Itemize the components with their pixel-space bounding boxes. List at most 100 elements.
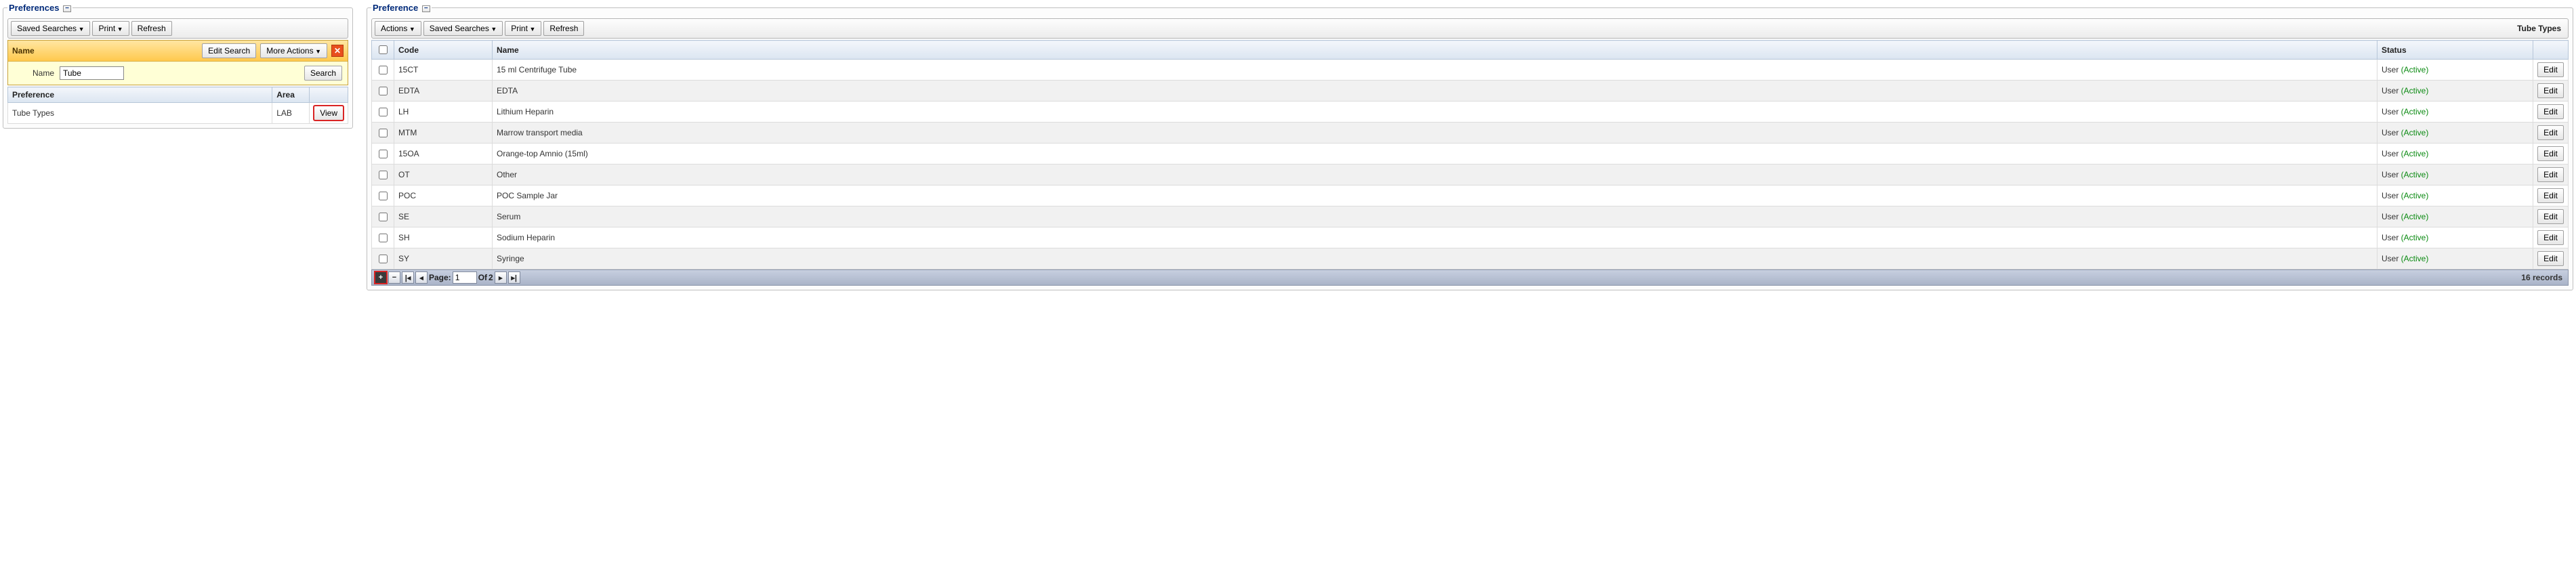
filter-head: Name Edit Search More Actions ✕ (8, 41, 348, 62)
cell-status: User (Active) (2377, 165, 2533, 185)
cell-action: Edit (2533, 123, 2569, 144)
cell-name: POC Sample Jar (493, 185, 2377, 206)
cell-name: Orange-top Amnio (15ml) (493, 144, 2377, 165)
table-row[interactable]: EDTAEDTAUser (Active)Edit (372, 81, 2569, 102)
cell-checkbox (372, 185, 394, 206)
page-input[interactable] (453, 271, 477, 284)
row-checkbox[interactable] (379, 213, 388, 221)
row-checkbox[interactable] (379, 108, 388, 116)
filter-bar: Name Edit Search More Actions ✕ Name Sea… (7, 40, 348, 85)
cell-code: SY (394, 248, 493, 269)
panel-subtitle: Tube Types (2517, 24, 2565, 33)
edit-button[interactable]: Edit (2537, 167, 2564, 182)
collapse-icon[interactable]: − (422, 5, 430, 12)
col-name[interactable]: Name (493, 41, 2377, 60)
collapse-icon[interactable]: − (63, 5, 71, 12)
col-code[interactable]: Code (394, 41, 493, 60)
cell-action: Edit (2533, 81, 2569, 102)
table-row[interactable]: SHSodium HeparinUser (Active)Edit (372, 227, 2569, 248)
cell-action: Edit (2533, 185, 2569, 206)
table-row[interactable]: Tube TypesLABView (8, 103, 348, 124)
actions-button[interactable]: Actions (375, 21, 421, 36)
edit-button[interactable]: Edit (2537, 230, 2564, 245)
table-row[interactable]: SESerumUser (Active)Edit (372, 206, 2569, 227)
prev-page-button[interactable]: ◂ (415, 271, 428, 284)
col-checkbox[interactable] (372, 41, 394, 60)
cell-code: POC (394, 185, 493, 206)
search-button[interactable]: Search (304, 66, 342, 81)
cell-area: LAB (272, 103, 310, 124)
select-all-checkbox[interactable] (379, 45, 388, 54)
cell-code: SH (394, 227, 493, 248)
cell-code: LH (394, 102, 493, 123)
first-page-button[interactable]: |◂ (402, 271, 414, 284)
row-checkbox[interactable] (379, 234, 388, 242)
table-row[interactable]: LHLithium HeparinUser (Active)Edit (372, 102, 2569, 123)
table-row[interactable]: POCPOC Sample JarUser (Active) Edit (372, 185, 2569, 206)
print-button[interactable]: Print (92, 21, 129, 36)
edit-button[interactable]: Edit (2537, 188, 2564, 203)
table-row[interactable]: SYSyringeUser (Active)Edit (372, 248, 2569, 269)
edit-button[interactable]: Edit (2537, 104, 2564, 119)
cell-name: Syringe (493, 248, 2377, 269)
remove-row-button[interactable]: − (388, 271, 400, 284)
row-checkbox[interactable] (379, 129, 388, 137)
cell-checkbox (372, 206, 394, 227)
cell-action: Edit (2533, 227, 2569, 248)
left-toolbar: Saved Searches Print Refresh (7, 18, 348, 39)
of-label: Of (478, 273, 487, 282)
cell-status: User (Active) (2377, 185, 2533, 206)
col-action (2533, 41, 2569, 60)
saved-searches-button[interactable]: Saved Searches (11, 21, 90, 36)
preferences-grid: Preference Area Tube TypesLABView (7, 87, 348, 124)
cell-code: EDTA (394, 81, 493, 102)
cell-status: User (Active) (2377, 144, 2533, 165)
cell-checkbox (372, 60, 394, 81)
row-checkbox[interactable] (379, 66, 388, 74)
preferences-legend: Preferences − (7, 3, 72, 13)
row-checkbox[interactable] (379, 171, 388, 179)
edit-button[interactable]: Edit (2537, 209, 2564, 224)
table-row[interactable]: 15CT15 ml Centrifuge TubeUser (Active)Ed… (372, 60, 2569, 81)
edit-search-button[interactable]: Edit Search (202, 43, 256, 58)
cell-action: Edit (2533, 144, 2569, 165)
cell-name: EDTA (493, 81, 2377, 102)
add-row-button[interactable]: + (375, 271, 387, 284)
table-row[interactable]: MTMMarrow transport mediaUser (Active)Ed… (372, 123, 2569, 144)
row-checkbox[interactable] (379, 255, 388, 263)
last-page-button[interactable]: ▸| (508, 271, 520, 284)
table-row[interactable]: 15OAOrange-top Amnio (15ml)User (Active)… (372, 144, 2569, 165)
filter-title: Name (12, 46, 35, 56)
next-page-button[interactable]: ▸ (495, 271, 507, 284)
cell-action: Edit (2533, 165, 2569, 185)
cell-checkbox (372, 81, 394, 102)
refresh-button[interactable]: Refresh (543, 21, 584, 36)
row-checkbox[interactable] (379, 150, 388, 158)
saved-searches-button[interactable]: Saved Searches (423, 21, 503, 36)
row-checkbox[interactable] (379, 87, 388, 95)
edit-button[interactable]: Edit (2537, 125, 2564, 140)
edit-button[interactable]: Edit (2537, 146, 2564, 161)
cell-code: OT (394, 165, 493, 185)
edit-button[interactable]: Edit (2537, 251, 2564, 266)
more-actions-button[interactable]: More Actions (260, 43, 327, 58)
edit-button[interactable]: Edit (2537, 83, 2564, 98)
name-input[interactable] (60, 66, 124, 80)
cell-status: User (Active) (2377, 206, 2533, 227)
close-icon[interactable]: ✕ (331, 45, 344, 57)
edit-button[interactable]: Edit (2537, 62, 2564, 77)
row-checkbox[interactable] (379, 192, 388, 200)
print-button[interactable]: Print (505, 21, 541, 36)
col-status[interactable]: Status (2377, 41, 2533, 60)
cell-action: Edit (2533, 248, 2569, 269)
col-area[interactable]: Area (272, 87, 310, 103)
total-pages: 2 (489, 273, 493, 282)
cell-status: User (Active) (2377, 81, 2533, 102)
col-preference[interactable]: Preference (8, 87, 272, 103)
refresh-button[interactable]: Refresh (131, 21, 172, 36)
col-action (310, 87, 348, 103)
cell-status: User (Active) (2377, 123, 2533, 144)
view-button[interactable]: View (314, 106, 344, 120)
table-row[interactable]: OTOtherUser (Active)Edit (372, 165, 2569, 185)
cell-name: Lithium Heparin (493, 102, 2377, 123)
